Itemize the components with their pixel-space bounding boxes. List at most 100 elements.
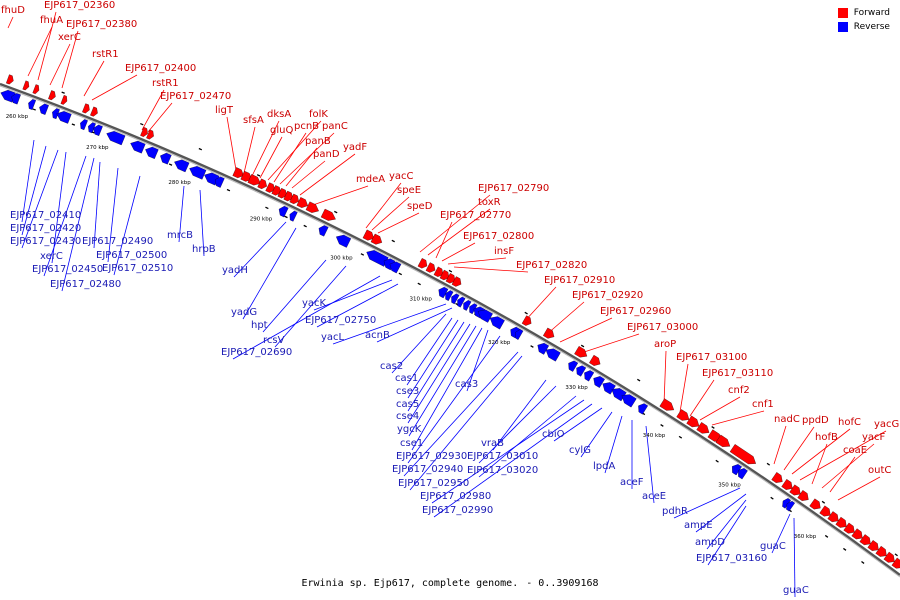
forward-gene bbox=[257, 178, 267, 190]
leader-line bbox=[313, 279, 393, 311]
reverse-gene-label: cas3 bbox=[455, 379, 478, 390]
kbp-tick-label: 260 kbp bbox=[6, 114, 29, 120]
reverse-gene bbox=[515, 329, 524, 340]
leader-line bbox=[37, 11, 57, 81]
leader-line bbox=[559, 317, 613, 343]
leader-line bbox=[93, 161, 101, 249]
forward-gene bbox=[6, 74, 14, 85]
reverse-gene bbox=[786, 500, 796, 512]
reverse-gene bbox=[189, 166, 207, 180]
leader-line bbox=[431, 399, 585, 504]
backbone-line bbox=[0, 82, 900, 576]
forward-gene bbox=[676, 409, 690, 421]
forward-swatch bbox=[837, 8, 848, 18]
legend-reverse: Reverse bbox=[837, 22, 890, 32]
forward-gene-label: dksA bbox=[267, 109, 291, 120]
map-caption: Erwinia sp. Ejp617, complete genome. - 0… bbox=[0, 578, 900, 589]
leader-line bbox=[21, 145, 47, 236]
leader-line bbox=[829, 456, 856, 493]
forward-gene bbox=[686, 415, 700, 428]
forward-gene bbox=[271, 185, 281, 196]
leader-line bbox=[492, 379, 547, 451]
forward-gene-label: yacF bbox=[862, 432, 886, 443]
leader-line bbox=[232, 275, 381, 360]
reverse-gene-label: cas1 bbox=[395, 373, 418, 384]
leader-line bbox=[433, 403, 593, 518]
leader-line bbox=[332, 303, 447, 345]
forward-gene-label: ppdD bbox=[802, 415, 829, 426]
minor-tick bbox=[861, 561, 865, 564]
forward-gene-label: fhuD bbox=[1, 5, 25, 16]
forward-gene bbox=[433, 266, 444, 277]
minor-tick bbox=[530, 345, 534, 348]
minor-tick bbox=[71, 123, 76, 126]
reverse-gene-label: hpt bbox=[251, 320, 268, 331]
leader-lines-layer bbox=[7, 11, 887, 598]
leader-line bbox=[262, 259, 327, 333]
leader-line bbox=[21, 139, 35, 223]
forward-gene-label: ligT bbox=[215, 105, 234, 116]
leader-line bbox=[447, 257, 507, 265]
reverse-gene bbox=[389, 261, 402, 274]
leader-line bbox=[27, 26, 53, 77]
forward-gene-label: mdeA bbox=[356, 174, 385, 185]
forward-gene bbox=[48, 90, 56, 101]
forward-gene-label: rstR1 bbox=[152, 78, 179, 89]
reverse-gene-label: EJP617_02420 bbox=[10, 223, 81, 234]
kbp-tick-label: 270 kbp bbox=[86, 145, 109, 151]
minor-tick bbox=[448, 269, 453, 273]
minor-tick bbox=[398, 272, 403, 276]
leader-line bbox=[242, 227, 297, 320]
forward-gene-label: EJP617_02920 bbox=[572, 290, 643, 301]
leader-line bbox=[771, 513, 791, 554]
reverse-gene-label: ampD bbox=[695, 537, 725, 548]
kbp-tick-label: 320 kbp bbox=[488, 340, 511, 346]
forward-gene bbox=[729, 444, 757, 465]
reverse-gene-label: cse3 bbox=[396, 386, 419, 397]
leader-line bbox=[113, 175, 141, 276]
forward-gene bbox=[277, 187, 287, 199]
leader-line bbox=[408, 325, 477, 437]
leader-line bbox=[51, 151, 67, 264]
leader-line bbox=[791, 428, 851, 475]
reverse-gene-label: xerC bbox=[40, 251, 63, 262]
leader-line bbox=[453, 266, 529, 273]
leader-line bbox=[409, 355, 523, 491]
minor-tick bbox=[894, 553, 898, 557]
leader-line bbox=[141, 89, 165, 131]
leader-line bbox=[811, 443, 828, 485]
reverse-gene-label: vraB bbox=[481, 438, 504, 449]
leader-line bbox=[285, 147, 318, 187]
kbp-tick-label: 290 kbp bbox=[250, 217, 273, 223]
minor-tick bbox=[334, 210, 338, 214]
reverse-gene-label: cas5 bbox=[396, 399, 419, 410]
leader-line bbox=[91, 74, 138, 101]
leader-line bbox=[61, 30, 79, 89]
forward-gene-label: yacC bbox=[389, 171, 414, 182]
reverse-gene-label: yadG bbox=[231, 307, 257, 318]
forward-gene bbox=[781, 478, 793, 490]
kbp-tick-label: 360 kbp bbox=[794, 534, 817, 540]
reverse-gene bbox=[568, 360, 579, 372]
leader-line bbox=[478, 385, 557, 464]
forward-gene bbox=[320, 208, 336, 221]
minor-tick bbox=[417, 282, 421, 286]
leader-line bbox=[645, 425, 655, 504]
leader-line bbox=[376, 307, 453, 343]
leader-line bbox=[243, 126, 256, 174]
leader-line bbox=[707, 505, 747, 566]
forward-gene bbox=[417, 258, 428, 269]
forward-gene bbox=[542, 327, 555, 339]
reverse-gene-label: EJP617_02750 bbox=[305, 315, 376, 326]
reverse-gene bbox=[174, 159, 190, 173]
forward-gene bbox=[827, 511, 839, 523]
forward-gene-label: EJP617_02820 bbox=[516, 260, 587, 271]
forward-gene bbox=[232, 167, 244, 179]
forward-gene bbox=[370, 233, 383, 245]
minor-tick bbox=[660, 424, 664, 427]
kbp-tick-label: 300 kbp bbox=[330, 256, 353, 262]
leader-line bbox=[783, 426, 815, 471]
leader-line bbox=[427, 208, 491, 256]
minor-tick bbox=[360, 253, 365, 256]
